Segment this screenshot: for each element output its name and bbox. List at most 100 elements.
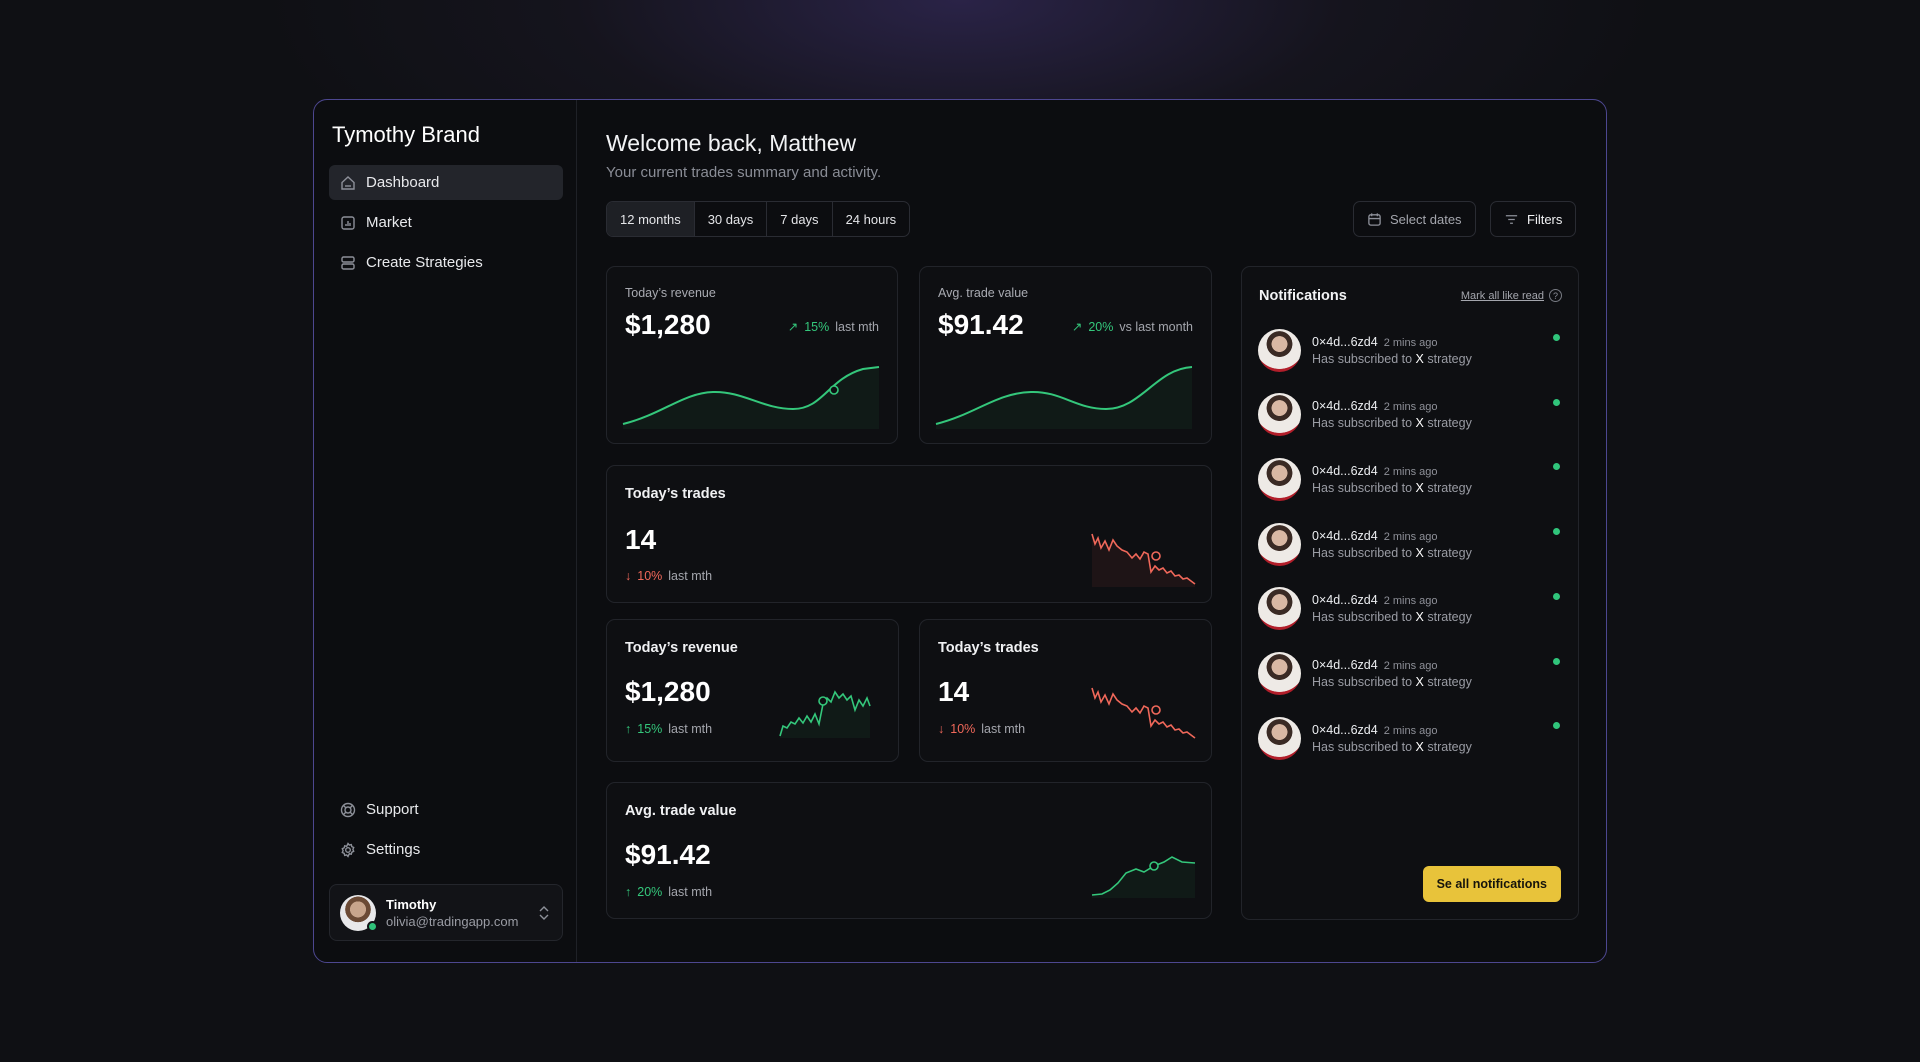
card-label: Today’s trades: [938, 640, 1039, 656]
notification-text: Has subscribed to: [1312, 351, 1413, 366]
notification-strategy: X: [1415, 739, 1424, 754]
tab-12-months[interactable]: 12 months: [607, 202, 695, 236]
change-period: vs last month: [1119, 319, 1193, 334]
sidebar-item-label: Create Strategies: [366, 254, 483, 271]
notification-item[interactable]: 0×4d...6zd4 2 mins ago Has subscribed to …: [1258, 714, 1558, 762]
tab-24-hours[interactable]: 24 hours: [845, 211, 897, 227]
mark-all-read-link[interactable]: Mark all like read: [1460, 289, 1544, 302]
card-label: Avg. trade value: [938, 286, 1029, 300]
sidebar-item-dashboard[interactable]: Dashboard: [329, 165, 563, 200]
avatar: [1258, 587, 1301, 631]
filters-button[interactable]: Filters: [1490, 201, 1577, 237]
trend-up-icon: ↗: [1071, 320, 1083, 334]
change-indicator: ↗ 15% last mth: [787, 319, 879, 335]
card-value: 14: [625, 524, 657, 555]
notification-item[interactable]: 0×4d...6zd4 2 mins ago Has subscribed to …: [1258, 520, 1558, 568]
card-value: $1,280: [625, 676, 711, 707]
tab-7-days[interactable]: 7 days: [767, 202, 833, 236]
notification-strategy: X: [1415, 545, 1424, 560]
avg-trade-sparkline-wide: [1091, 856, 1196, 898]
arrow-down-icon: ↓: [625, 569, 632, 583]
sidebar-item-label: Market: [366, 214, 412, 231]
notification-strategy: X: [1415, 351, 1424, 366]
change-period: last mth: [668, 722, 713, 736]
change-indicator: ↑ 15% last mth: [625, 722, 712, 736]
notification-item[interactable]: 0×4d...6zd4 2 mins ago Has subscribed to …: [1258, 650, 1558, 698]
see-all-notifications-button[interactable]: Se all notifications: [1422, 866, 1561, 902]
unread-dot: [1553, 657, 1560, 665]
notifications-title: Notifications: [1259, 288, 1347, 304]
brand-name: Tymothy Brand: [332, 122, 480, 147]
avatar: [1258, 522, 1301, 566]
notification-item[interactable]: 0×4d...6zd4 2 mins ago Has subscribed to …: [1258, 455, 1558, 503]
avatar: [1258, 393, 1301, 437]
notification-time: 2 mins ago: [1383, 595, 1438, 608]
notification-strategy: X: [1415, 416, 1424, 431]
notification-user: 0×4d...6zd4: [1312, 463, 1378, 478]
sidebar-item-settings[interactable]: Settings: [329, 832, 563, 867]
user-menu[interactable]: Timothy olivia@tradingapp.com: [329, 884, 563, 941]
change-period: last mth: [668, 569, 713, 583]
gear-icon: [341, 841, 355, 858]
unread-dot: [1553, 398, 1560, 406]
chevron-up-down-icon: [539, 906, 549, 920]
help-icon[interactable]: ?: [1549, 289, 1562, 302]
notification-text-suffix: strategy: [1427, 610, 1472, 625]
filter-icon: [1505, 214, 1518, 224]
lifebuoy-icon: [340, 802, 356, 817]
tab-30-days[interactable]: 30 days: [695, 202, 768, 236]
bar-chart-icon: [341, 215, 355, 230]
avatar: [1258, 328, 1301, 372]
card-value: $91.42: [938, 309, 1024, 340]
avg-trade-card-wide: Avg. trade value $91.42 ↑ 20% last mth: [606, 782, 1212, 919]
sidebar-item-create-strategies[interactable]: Create Strategies: [329, 245, 563, 280]
notifications-panel: Notifications Mark all like read ? 0×4d.…: [1241, 266, 1579, 920]
avatar: [1258, 457, 1301, 501]
layers-icon: [341, 255, 355, 270]
trades-card: Today’s trades 14 ↓ 10% last mth: [606, 465, 1212, 603]
sidebar-item-market[interactable]: Market: [329, 205, 563, 240]
notification-item[interactable]: 0×4d...6zd4 2 mins ago Has subscribed to …: [1258, 585, 1558, 633]
avatar: [340, 894, 378, 932]
avatar: [1258, 652, 1301, 695]
sidebar-item-label: Support: [366, 801, 419, 818]
avatar: [1258, 716, 1301, 760]
notification-text-suffix: strategy: [1427, 675, 1472, 689]
card-label: Avg. trade value: [625, 803, 737, 819]
unread-dot: [1553, 592, 1560, 600]
change-period: last mth: [668, 885, 713, 899]
change-value: 15%: [637, 722, 663, 736]
time-range-tabs: 12 months 30 days 7 days 24 hours: [606, 201, 911, 237]
revenue-sparkline-small: [779, 690, 871, 738]
filters-label: Filters: [1527, 211, 1563, 227]
unread-dot: [1553, 334, 1560, 341]
notification-time: 2 mins ago: [1383, 465, 1438, 478]
notification-text: Has subscribed to: [1312, 739, 1413, 754]
sidebar-item-label: Dashboard: [366, 174, 440, 191]
notification-user: 0×4d...6zd4: [1312, 722, 1378, 737]
change-value: 10%: [950, 722, 976, 736]
calendar-icon: [1368, 212, 1381, 226]
notification-strategy: X: [1415, 675, 1424, 689]
notification-item[interactable]: 0×4d...6zd4 2 mins ago Has subscribed to …: [1258, 391, 1558, 439]
unread-dot: [1553, 463, 1560, 471]
sidebar-item-support[interactable]: Support: [329, 792, 563, 827]
trades-sparkline: [1091, 533, 1196, 587]
select-dates-button[interactable]: Select dates: [1353, 201, 1476, 237]
notification-user: 0×4d...6zd4: [1312, 399, 1378, 414]
select-dates-label: Select dates: [1390, 211, 1462, 227]
revenue-card-small: Today’s revenue $1,280 ↑ 15% last mth: [606, 619, 899, 762]
notification-time: 2 mins ago: [1383, 724, 1438, 737]
avg-trade-sparkline: [935, 366, 1193, 429]
trades-sparkline-small: [1091, 687, 1196, 739]
app-window: Tymothy Brand Dashboard Market Create St…: [313, 99, 1607, 963]
card-label: Today’s trades: [625, 486, 726, 502]
notification-text-suffix: strategy: [1427, 480, 1472, 495]
notification-text-suffix: strategy: [1427, 545, 1472, 560]
notification-item[interactable]: 0×4d...6zd4 2 mins ago Has subscribed to …: [1258, 326, 1558, 374]
notification-time: 2 mins ago: [1383, 401, 1438, 414]
trend-up-icon: ↗: [787, 320, 799, 334]
page-subtitle: Your current trades summary and activity…: [606, 164, 882, 181]
sidebar-item-label: Settings: [366, 841, 421, 858]
change-indicator: ↑ 20% last mth: [625, 885, 712, 899]
